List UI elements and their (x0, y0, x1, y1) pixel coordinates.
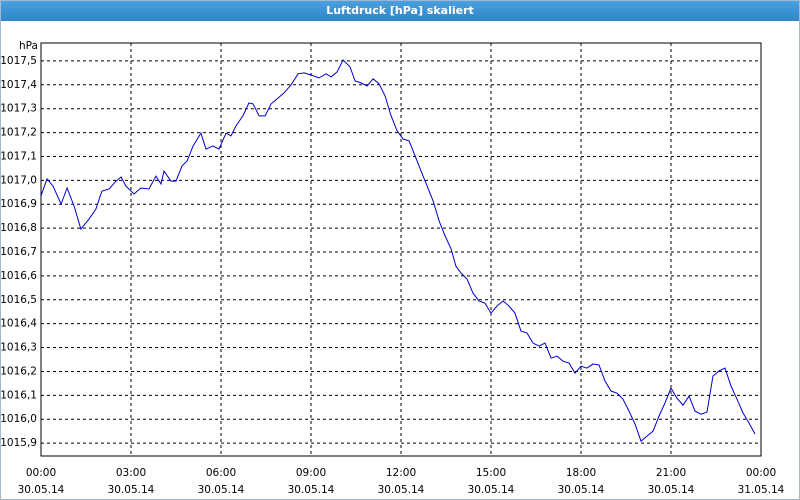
y-tick-label: 1016,2 (1, 365, 37, 377)
x-tick-label: 21:00 30.05.14 (647, 467, 695, 496)
x-tick-label: 03:00 30.05.14 (107, 467, 155, 496)
x-tick-label: 09:00 30.05.14 (287, 467, 335, 496)
chart-title: Luftdruck [hPa] skaliert (1, 1, 799, 21)
y-tick-label: 1016,0 (1, 413, 37, 425)
y-tick-label: 1016,6 (1, 270, 37, 282)
x-tick-label: 12:00 30.05.14 (377, 467, 425, 496)
y-unit: hPa (19, 40, 38, 52)
y-tick-label: 1017,4 (1, 79, 37, 91)
x-tick-label: 18:00 30.05.14 (557, 467, 605, 496)
y-tick-label: 1016,8 (1, 222, 37, 234)
y-tick-label: 1017,2 (1, 127, 37, 139)
y-tick-label: 1017,1 (1, 150, 37, 162)
x-tick-label: 00:00 31.05.14 (737, 467, 785, 496)
y-tick-label: 1016,1 (1, 389, 37, 401)
data-line (40, 59, 756, 443)
x-tick-label: 00:00 30.05.14 (17, 467, 65, 496)
y-tick-label: 1017,3 (1, 103, 37, 115)
y-tick-label: 1016,3 (1, 342, 37, 354)
y-tick-label: 1017,5 (1, 55, 37, 67)
y-tick-label: 1017,0 (1, 174, 37, 186)
x-tick-label: 06:00 30.05.14 (197, 467, 245, 496)
y-tick-label: 1016,5 (1, 294, 37, 306)
y-tick-label: 1016,7 (1, 246, 37, 258)
x-tick-label: 15:00 30.05.14 (467, 467, 515, 496)
y-tick-label: 1015,9 (1, 437, 37, 449)
plot-border (40, 42, 762, 457)
y-tick-label: 1016,4 (1, 318, 37, 330)
y-tick-label: 1016,9 (1, 198, 37, 210)
